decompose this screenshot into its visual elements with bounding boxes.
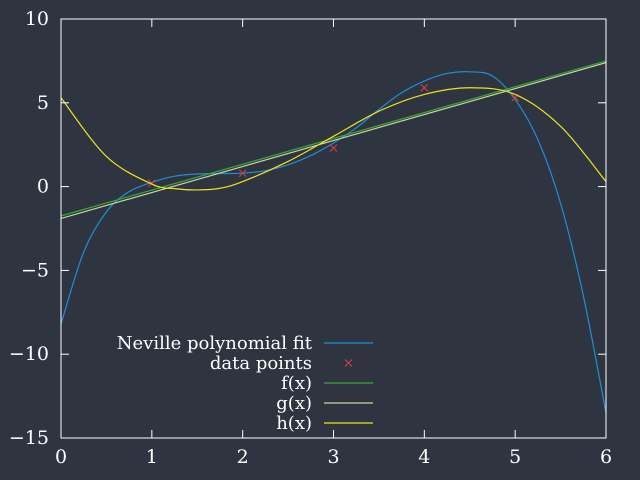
y-tick-label: 5 — [37, 92, 49, 114]
y-tick-label: −5 — [21, 259, 49, 281]
series-line-g-x — [61, 61, 606, 220]
x-tick-label: 4 — [418, 446, 430, 468]
x-tick-label: 0 — [55, 446, 67, 468]
x-tick-label: 1 — [146, 446, 158, 468]
legend-label-g-x: g(x) — [276, 393, 312, 414]
series-data-points — [147, 83, 520, 188]
y-tick-label: −15 — [9, 427, 49, 449]
series-line-h-x — [61, 87, 606, 191]
data-point-marker — [238, 169, 247, 178]
series-layer — [61, 60, 606, 413]
legend-label-h-x: h(x) — [276, 413, 312, 434]
y-tick-label: −10 — [9, 343, 49, 365]
series-line-f-x — [61, 60, 606, 217]
data-point-marker — [420, 83, 429, 92]
legend-label-neville-polynomial-fit: Neville polynomial fit — [117, 333, 313, 354]
series-line-neville-polynomial-fit — [61, 71, 606, 413]
axis-ticks: 0 1 2 3 4 5 6 10 5 0 −5 −10 −15 — [9, 8, 612, 468]
x-tick-label: 2 — [237, 446, 249, 468]
x-tick-label: 6 — [600, 446, 612, 468]
x-tick-label: 5 — [509, 446, 521, 468]
y-tick-label: 0 — [37, 176, 49, 198]
legend-label-data-points: data points — [210, 353, 312, 374]
data-point-marker — [329, 144, 338, 152]
legend-swatch-data-points — [344, 359, 353, 367]
legend-label-f-x: f(x) — [281, 373, 312, 394]
y-tick-label: 10 — [25, 8, 49, 30]
x-tick-label: 3 — [327, 446, 339, 468]
